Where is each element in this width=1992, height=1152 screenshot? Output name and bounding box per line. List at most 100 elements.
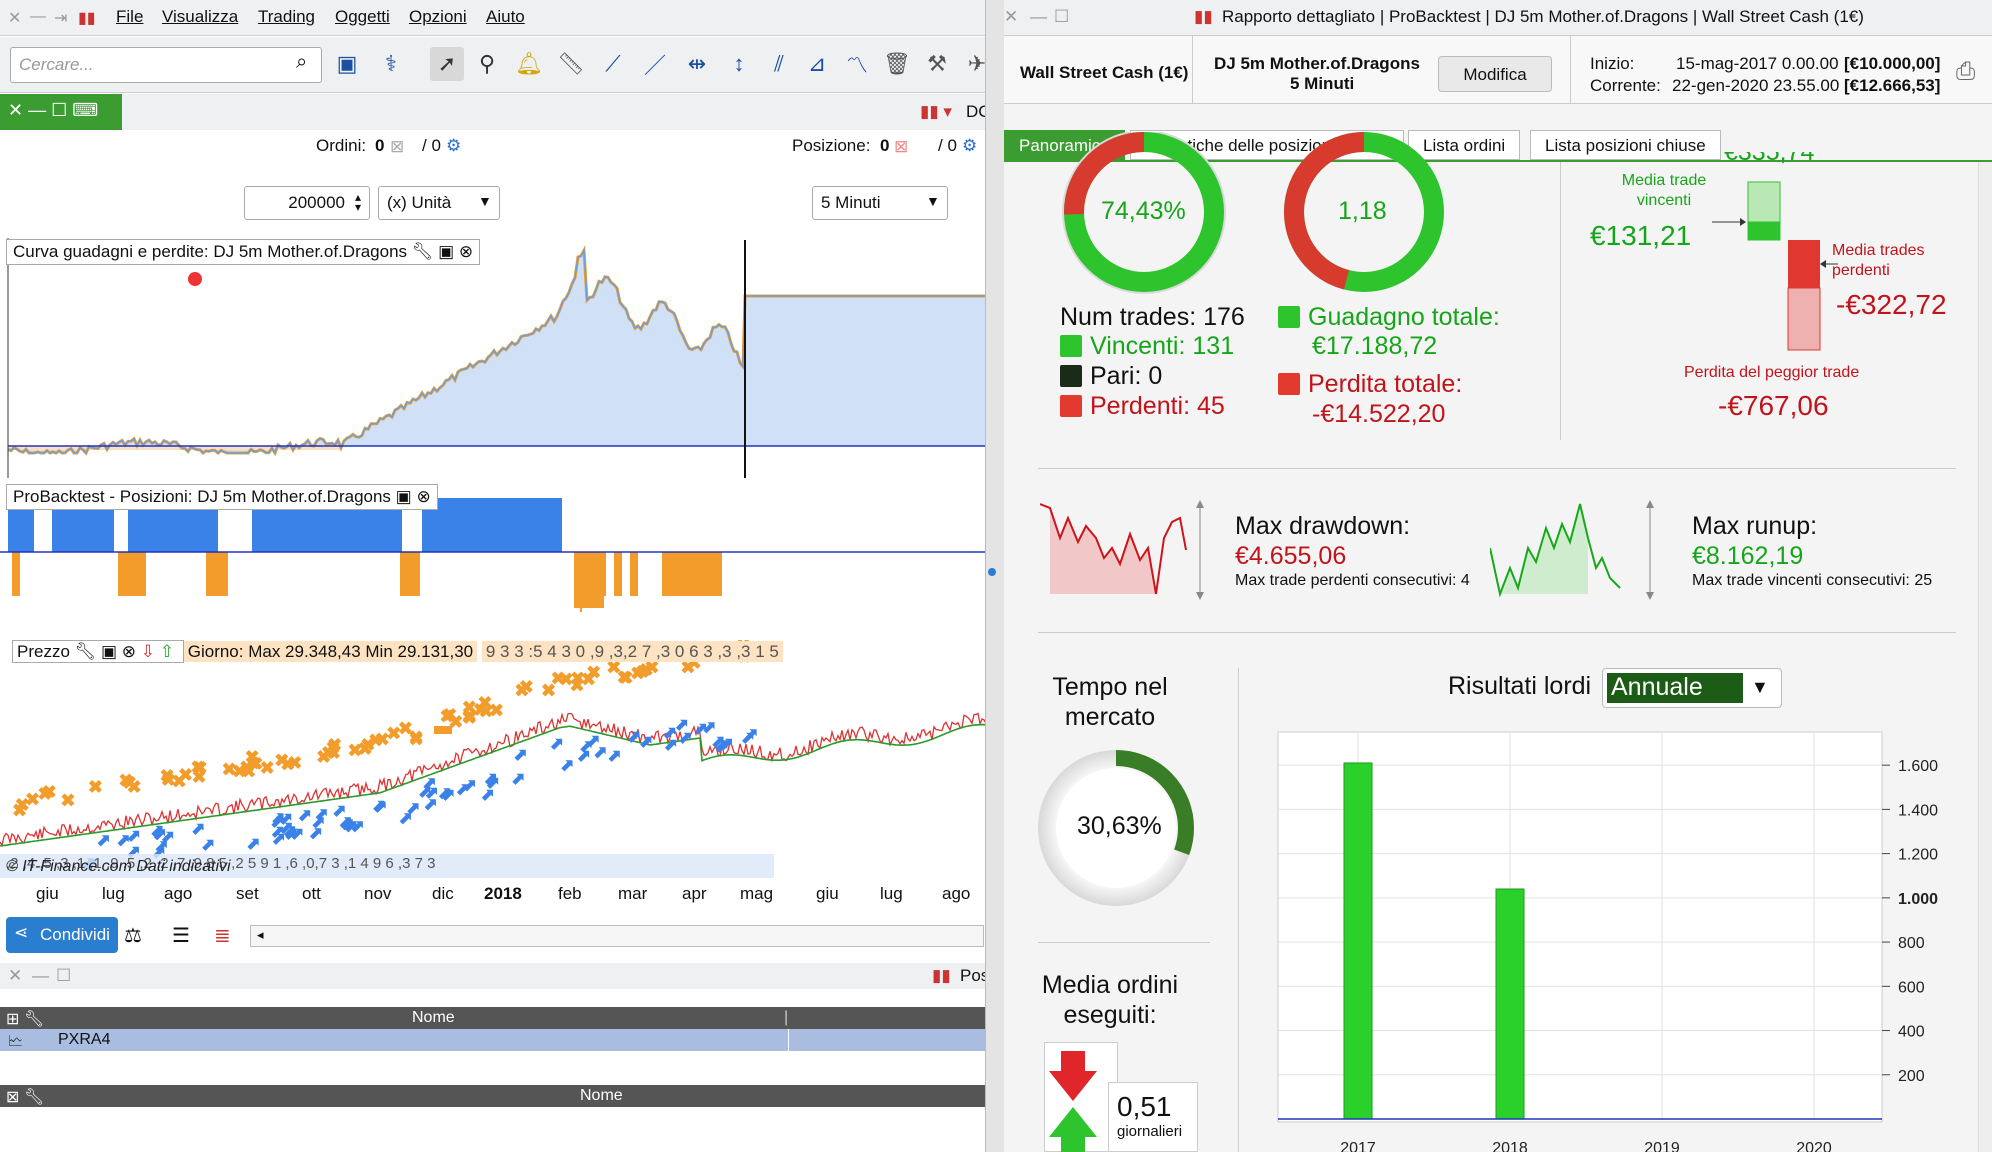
chevron-left-icon[interactable]: ◂: [257, 927, 264, 942]
menu-trading[interactable]: Trading: [258, 7, 316, 26]
tab-label[interactable]: DC: [966, 102, 985, 121]
share-button[interactable]: ⋖ Condividi: [6, 917, 118, 953]
list-tools-icon[interactable]: ⊞ 🔧︎: [6, 1011, 45, 1028]
close-icon[interactable]: ⊗: [458, 242, 474, 261]
short-position-bar: [118, 552, 146, 596]
sell-marker: ✖: [326, 743, 341, 763]
tab-lista-posizioni[interactable]: Lista posizioni chiuse: [1530, 130, 1721, 160]
window-icon[interactable]: ▣: [100, 642, 118, 661]
vertical-scrollbar[interactable]: [1978, 162, 1992, 1152]
zoom-icon[interactable]: ⚲: [478, 51, 496, 76]
trend-icon[interactable]: 〽: [845, 53, 868, 78]
quantity-input[interactable]: 200000: [244, 186, 370, 220]
maximize-icon[interactable]: ☐: [1054, 7, 1070, 26]
orders-icon[interactable]: ≣: [214, 925, 231, 947]
window-icon[interactable]: ▣: [395, 487, 412, 506]
indicator-icon[interactable]: ⚕: [385, 51, 397, 76]
wrench-icon[interactable]: 🔧︎: [411, 242, 434, 261]
column-name[interactable]: Nome: [412, 1009, 455, 1026]
upload-icon[interactable]: ⇧: [159, 642, 174, 661]
window-icon[interactable]: ▣: [438, 242, 455, 261]
minimize-icon[interactable]: —: [30, 8, 46, 25]
pin-icon[interactable]: ⇥: [54, 10, 68, 27]
buy-marker: ⬈: [456, 779, 470, 798]
chevron-down-icon[interactable]: ▼: [926, 193, 940, 209]
candles-icon: ▮▮ ▾: [920, 102, 952, 121]
splitter-handle[interactable]: [988, 568, 996, 576]
gear-icon[interactable]: ⚙: [446, 136, 462, 155]
media-ordini-label-2: eseguiti:: [1063, 1001, 1157, 1029]
chevron-down-icon[interactable]: ▼: [478, 193, 492, 209]
modify-button[interactable]: Modifica: [1438, 56, 1552, 92]
sell-marker: ✖: [559, 669, 574, 689]
buy-marker: ⬈: [639, 732, 653, 751]
chevron-down-icon[interactable]: ▼: [1751, 677, 1769, 697]
bar-2017[interactable]: [1343, 762, 1373, 1120]
sell-marker: ✖: [448, 712, 463, 732]
range-up-icon: [1196, 500, 1204, 508]
segment-icon[interactable]: ⟋: [605, 51, 621, 76]
gear-icon[interactable]: ⚙: [962, 136, 978, 155]
trash-icon[interactable]: 🗑︎: [883, 51, 911, 76]
close-icon[interactable]: ✕: [1004, 7, 1019, 26]
chart-window-icon[interactable]: ▣: [336, 51, 358, 76]
price-average-line: [0, 723, 985, 847]
wrench-icon[interactable]: 🔧︎: [74, 642, 97, 661]
list-icon[interactable]: ☰: [172, 925, 190, 947]
compare-icon[interactable]: ⚖: [124, 925, 142, 947]
x-tick: set: [236, 884, 259, 903]
quantity-stepper[interactable]: ▴ ▾: [355, 190, 362, 214]
channel-icon[interactable]: ⊿: [807, 51, 827, 76]
buy-marker: ⬈: [127, 826, 141, 845]
ruler-icon[interactable]: 📏︎: [557, 51, 585, 76]
menu-aiuto[interactable]: Aiuto: [486, 7, 525, 26]
menu-oggetti[interactable]: Oggetti: [335, 7, 390, 26]
sell-marker: ✖: [489, 700, 504, 720]
list-row[interactable]: 🗠 PXRA4: [0, 1029, 985, 1051]
bar-2018[interactable]: [1495, 888, 1525, 1120]
sell-marker: ✖: [569, 676, 584, 696]
price-panel-title-text: Prezzo: [17, 642, 70, 661]
close-icon[interactable]: ⊗: [121, 642, 137, 661]
close-icon[interactable]: ⊗: [416, 487, 431, 506]
minimize-icon[interactable]: —: [32, 966, 49, 985]
search-input[interactable]: Cercare...: [10, 47, 322, 83]
alarm-icon[interactable]: 🔔︎: [515, 51, 543, 76]
drawdown-sparkline: [1040, 500, 1204, 600]
minimize-icon[interactable]: —: [1030, 7, 1047, 26]
maximize-icon[interactable]: ☐: [56, 966, 72, 985]
download-icon[interactable]: ⇩: [140, 642, 156, 661]
menu-visualizza[interactable]: Visualizza: [162, 7, 239, 26]
line-icon[interactable]: ／: [643, 53, 666, 78]
cancel-orders-icon[interactable]: ⊠: [390, 137, 405, 156]
period-select[interactable]: Annuale ▼: [1602, 668, 1782, 708]
active-chart-tab[interactable]: ✕ — ☐ ⌨: [0, 94, 122, 130]
printer-icon[interactable]: ⎙: [1956, 58, 1976, 85]
fibonacci-icon[interactable]: ⫽: [774, 51, 784, 76]
column-name-2[interactable]: Nome: [580, 1087, 623, 1104]
horizontal-scrollbar[interactable]: ◂: [250, 925, 984, 947]
avg-trade-bars: [1712, 181, 1838, 351]
positions-panel-title-text: ProBacktest - Posizioni: DJ 5m Mother.of…: [13, 487, 391, 506]
vertical-line-icon[interactable]: ↕: [733, 51, 745, 76]
pos-tab-label[interactable]: Pos: [960, 966, 985, 985]
timeframe-select[interactable]: 5 Minuti: [812, 186, 948, 220]
menu-opzioni[interactable]: Opzioni: [409, 7, 467, 26]
tools-icon[interactable]: ⚒: [927, 51, 947, 76]
sell-marker: ✖: [606, 658, 621, 678]
close-icon[interactable]: ✕: [8, 966, 23, 985]
tab-lista-ordini[interactable]: Lista ordini: [1408, 130, 1521, 160]
unit-select[interactable]: (x) Unità: [378, 186, 500, 220]
report-window: ✕ — ☐ ▮▮ Rapporto dettagliato | ProBackt…: [1004, 0, 1992, 1152]
search-icon[interactable]: ⌕: [296, 51, 308, 73]
sell-marker: ✖: [519, 677, 534, 697]
event-marker-icon[interactable]: [188, 272, 202, 286]
sell-marker: ✖: [398, 718, 413, 738]
menu-file[interactable]: File: [116, 7, 144, 26]
settings-icon[interactable]: ✈: [967, 51, 986, 76]
list-tools-icon[interactable]: ⊠ 🔧︎: [6, 1089, 45, 1106]
close-position-icon[interactable]: ⊠: [894, 137, 909, 156]
close-icon[interactable]: ✕: [8, 10, 22, 27]
horizontal-line-icon[interactable]: ⇹: [687, 51, 707, 76]
cursor-icon[interactable]: ➚: [430, 47, 464, 81]
